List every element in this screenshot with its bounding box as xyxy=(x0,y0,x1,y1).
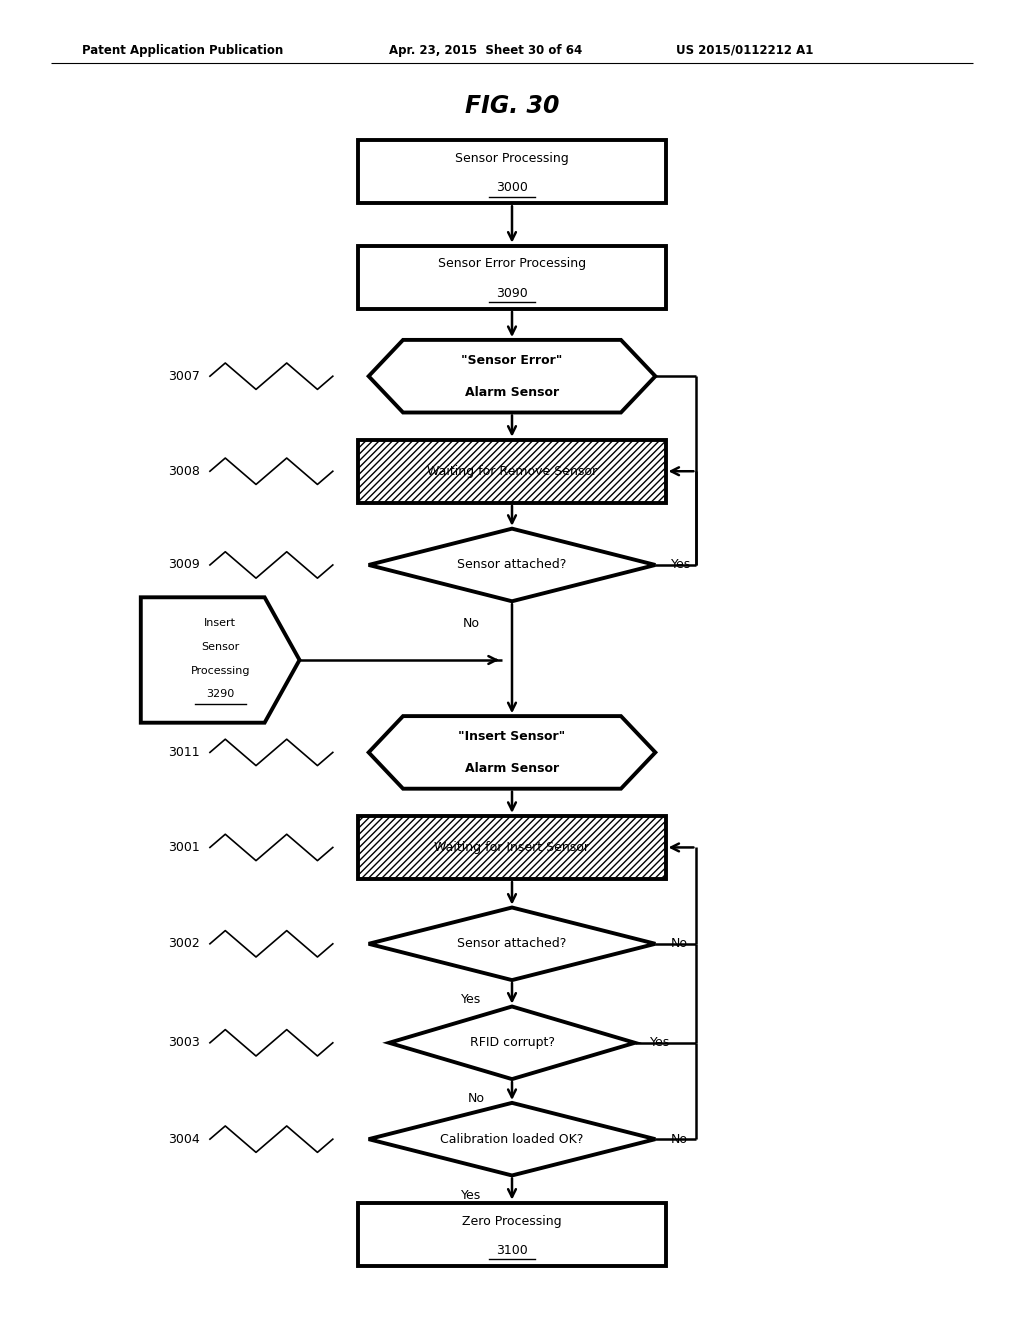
Text: "Sensor Error": "Sensor Error" xyxy=(462,354,562,367)
Text: 3002: 3002 xyxy=(168,937,200,950)
Text: Sensor Processing: Sensor Processing xyxy=(455,152,569,165)
Polygon shape xyxy=(369,529,655,602)
Text: Sensor Error Processing: Sensor Error Processing xyxy=(438,257,586,271)
Text: 3000: 3000 xyxy=(496,181,528,194)
Text: Patent Application Publication: Patent Application Publication xyxy=(82,44,284,57)
Text: RFID corrupt?: RFID corrupt? xyxy=(469,1036,555,1049)
FancyBboxPatch shape xyxy=(358,140,666,203)
FancyBboxPatch shape xyxy=(358,816,666,879)
Text: 3004: 3004 xyxy=(168,1133,200,1146)
Text: Zero Processing: Zero Processing xyxy=(462,1214,562,1228)
Text: 3001: 3001 xyxy=(168,841,200,854)
Polygon shape xyxy=(369,1104,655,1175)
Text: Yes: Yes xyxy=(461,1188,481,1201)
Polygon shape xyxy=(369,908,655,979)
Text: Processing: Processing xyxy=(190,665,250,676)
Polygon shape xyxy=(369,715,655,789)
Text: 3011: 3011 xyxy=(168,746,200,759)
Text: Apr. 23, 2015  Sheet 30 of 64: Apr. 23, 2015 Sheet 30 of 64 xyxy=(389,44,583,57)
Text: 3090: 3090 xyxy=(496,286,528,300)
Text: Calibration loaded OK?: Calibration loaded OK? xyxy=(440,1133,584,1146)
Text: No: No xyxy=(671,1133,688,1146)
Polygon shape xyxy=(141,597,299,722)
Text: Yes: Yes xyxy=(461,994,481,1006)
Text: Waiting for Insert Sensor: Waiting for Insert Sensor xyxy=(434,841,590,854)
Text: "Insert Sensor": "Insert Sensor" xyxy=(459,730,565,743)
Text: Sensor attached?: Sensor attached? xyxy=(458,937,566,950)
Text: 3008: 3008 xyxy=(168,465,200,478)
Text: Sensor attached?: Sensor attached? xyxy=(458,558,566,572)
Text: FIG. 30: FIG. 30 xyxy=(465,94,559,117)
FancyBboxPatch shape xyxy=(358,246,666,309)
Polygon shape xyxy=(389,1006,635,1080)
Text: No: No xyxy=(468,1093,484,1105)
Text: Waiting for Remove Sensor: Waiting for Remove Sensor xyxy=(427,465,597,478)
Polygon shape xyxy=(369,341,655,412)
Text: No: No xyxy=(671,937,688,950)
Text: 3100: 3100 xyxy=(496,1243,528,1257)
Text: No: No xyxy=(463,618,479,630)
Text: Insert: Insert xyxy=(204,618,237,628)
FancyBboxPatch shape xyxy=(358,440,666,503)
Text: 3003: 3003 xyxy=(168,1036,200,1049)
Text: 3290: 3290 xyxy=(206,689,234,700)
Text: Yes: Yes xyxy=(671,558,691,572)
Text: Alarm Sensor: Alarm Sensor xyxy=(465,385,559,399)
Text: Sensor: Sensor xyxy=(201,642,240,652)
Text: Yes: Yes xyxy=(650,1036,671,1049)
Text: Alarm Sensor: Alarm Sensor xyxy=(465,762,559,775)
FancyBboxPatch shape xyxy=(358,1203,666,1266)
Text: 3007: 3007 xyxy=(168,370,200,383)
Text: US 2015/0112212 A1: US 2015/0112212 A1 xyxy=(676,44,813,57)
Text: 3009: 3009 xyxy=(168,558,200,572)
